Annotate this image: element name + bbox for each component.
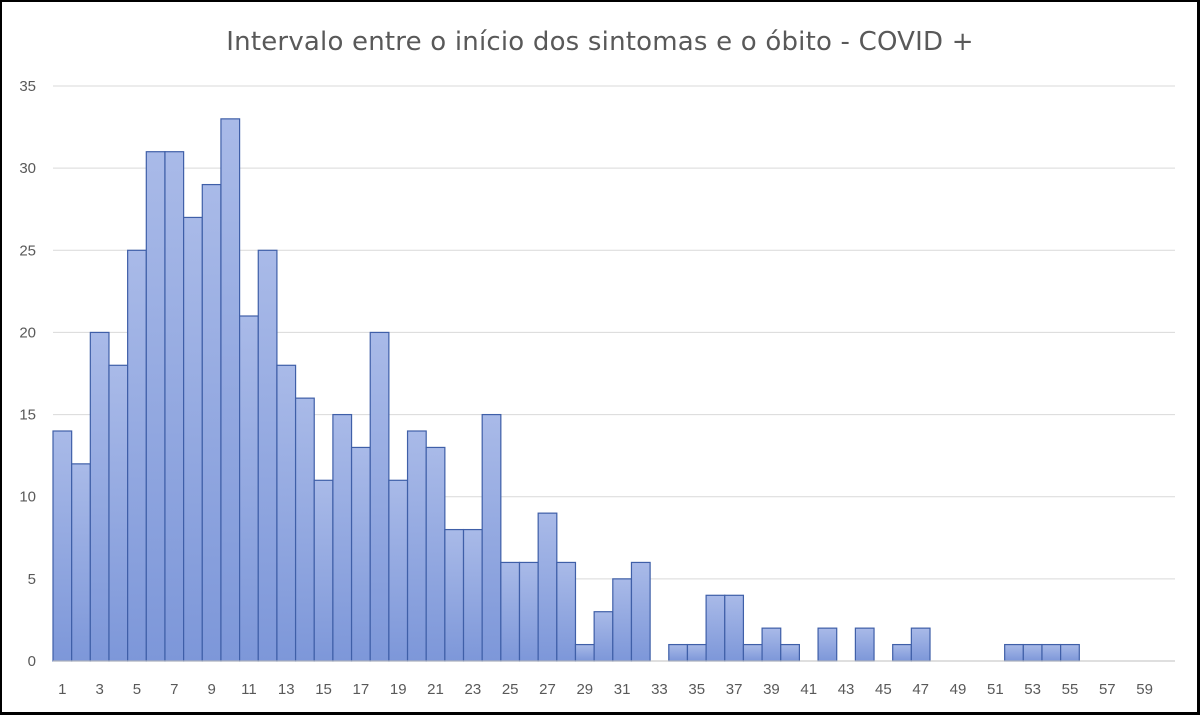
y-tick-label: 15 xyxy=(19,407,36,424)
bar-54 xyxy=(1041,643,1062,662)
bar-6 xyxy=(145,151,166,662)
x-tick-label: 9 xyxy=(207,681,215,698)
bar-20 xyxy=(406,430,427,662)
bar-42 xyxy=(817,627,838,662)
x-tick-label: 49 xyxy=(950,681,967,698)
x-tick-labels: 1 3 5 7 9 11 13 15 17 19 21 23 25 27 29 31 33 35 37 39 41 43 4… xyxy=(58,681,1153,698)
bar-7 xyxy=(164,151,185,662)
x-tick-label: 51 xyxy=(987,681,1004,698)
bar-37 xyxy=(724,594,745,662)
bar-18 xyxy=(369,331,390,662)
bar-39 xyxy=(761,627,782,662)
bar-38 xyxy=(742,643,763,662)
y-tick-label: 25 xyxy=(19,242,36,259)
bar-22 xyxy=(444,528,465,662)
x-tick-label: 7 xyxy=(170,681,178,698)
y-tick-labels: 0 5 10 15 20 25 30 35 xyxy=(19,78,36,670)
bar-23 xyxy=(462,528,483,662)
bar-29 xyxy=(574,643,595,662)
x-tick-label: 43 xyxy=(838,681,855,698)
x-tick-label: 25 xyxy=(502,681,519,698)
bar-10 xyxy=(220,118,241,662)
x-tick-label: 41 xyxy=(800,681,817,698)
y-tick-label: 10 xyxy=(19,489,36,506)
x-tick-label: 13 xyxy=(278,681,295,698)
bar-12 xyxy=(257,249,278,662)
chart-title: Intervalo entre o início dos sintomas e … xyxy=(226,27,974,57)
y-tick-label: 30 xyxy=(19,160,36,177)
x-tick-label: 37 xyxy=(726,681,743,698)
x-tick-label: 35 xyxy=(688,681,705,698)
x-tick-label: 27 xyxy=(539,681,556,698)
x-tick-label: 39 xyxy=(763,681,780,698)
x-tick-label: 31 xyxy=(614,681,631,698)
x-tick-label: 5 xyxy=(133,681,141,698)
x-tick-label: 15 xyxy=(315,681,332,698)
bar-31 xyxy=(612,578,633,662)
bar-32 xyxy=(630,561,651,662)
x-tick-label: 29 xyxy=(576,681,593,698)
bar-53 xyxy=(1022,643,1043,662)
x-tick-label: 57 xyxy=(1099,681,1116,698)
bar-26 xyxy=(518,561,539,662)
bar-5 xyxy=(127,249,147,662)
x-tick-label: 21 xyxy=(427,681,444,698)
bar-36 xyxy=(705,594,726,662)
y-tick-label: 20 xyxy=(19,324,36,341)
bar-9 xyxy=(201,183,222,662)
bars xyxy=(52,118,1080,662)
bar-44 xyxy=(854,627,875,662)
bar-16 xyxy=(332,413,353,662)
bar-47 xyxy=(910,627,931,662)
bar-1 xyxy=(52,430,73,662)
x-tick-label: 55 xyxy=(1062,681,1079,698)
bar-25 xyxy=(500,561,521,662)
y-tick-label: 5 xyxy=(28,571,36,588)
bar-13 xyxy=(276,364,297,662)
x-tick-label: 45 xyxy=(875,681,892,698)
bar-14 xyxy=(294,397,315,662)
bar-21 xyxy=(425,446,446,662)
x-tick-label: 1 xyxy=(58,681,66,698)
bar-30 xyxy=(593,611,614,662)
x-tick-label: 19 xyxy=(390,681,407,698)
x-tick-label: 33 xyxy=(651,681,668,698)
bar-28 xyxy=(556,561,577,662)
bar-55 xyxy=(1060,643,1080,662)
bar-35 xyxy=(686,643,707,662)
bar-24 xyxy=(481,413,502,662)
x-tick-label: 23 xyxy=(465,681,482,698)
x-tick-label: 17 xyxy=(353,681,370,698)
x-tick-label: 53 xyxy=(1024,681,1041,698)
bar-19 xyxy=(388,479,409,662)
x-tick-label: 3 xyxy=(95,681,103,698)
bar-17 xyxy=(350,446,371,662)
x-tick-label: 47 xyxy=(912,681,929,698)
bar-52 xyxy=(1004,643,1024,662)
x-tick-label: 11 xyxy=(241,681,257,698)
x-tick-label: 59 xyxy=(1136,681,1153,698)
bar-40 xyxy=(780,643,800,662)
bar-11 xyxy=(239,315,259,662)
bar-4 xyxy=(108,364,129,662)
bar-8 xyxy=(183,216,203,662)
bar-34 xyxy=(668,643,689,662)
bar-27 xyxy=(537,512,558,662)
bar-15 xyxy=(313,479,334,662)
y-tick-label: 35 xyxy=(19,78,36,95)
bar-2 xyxy=(71,463,91,662)
bar-3 xyxy=(89,331,110,662)
y-tick-label: 0 xyxy=(28,653,36,670)
bar-46 xyxy=(892,643,912,662)
